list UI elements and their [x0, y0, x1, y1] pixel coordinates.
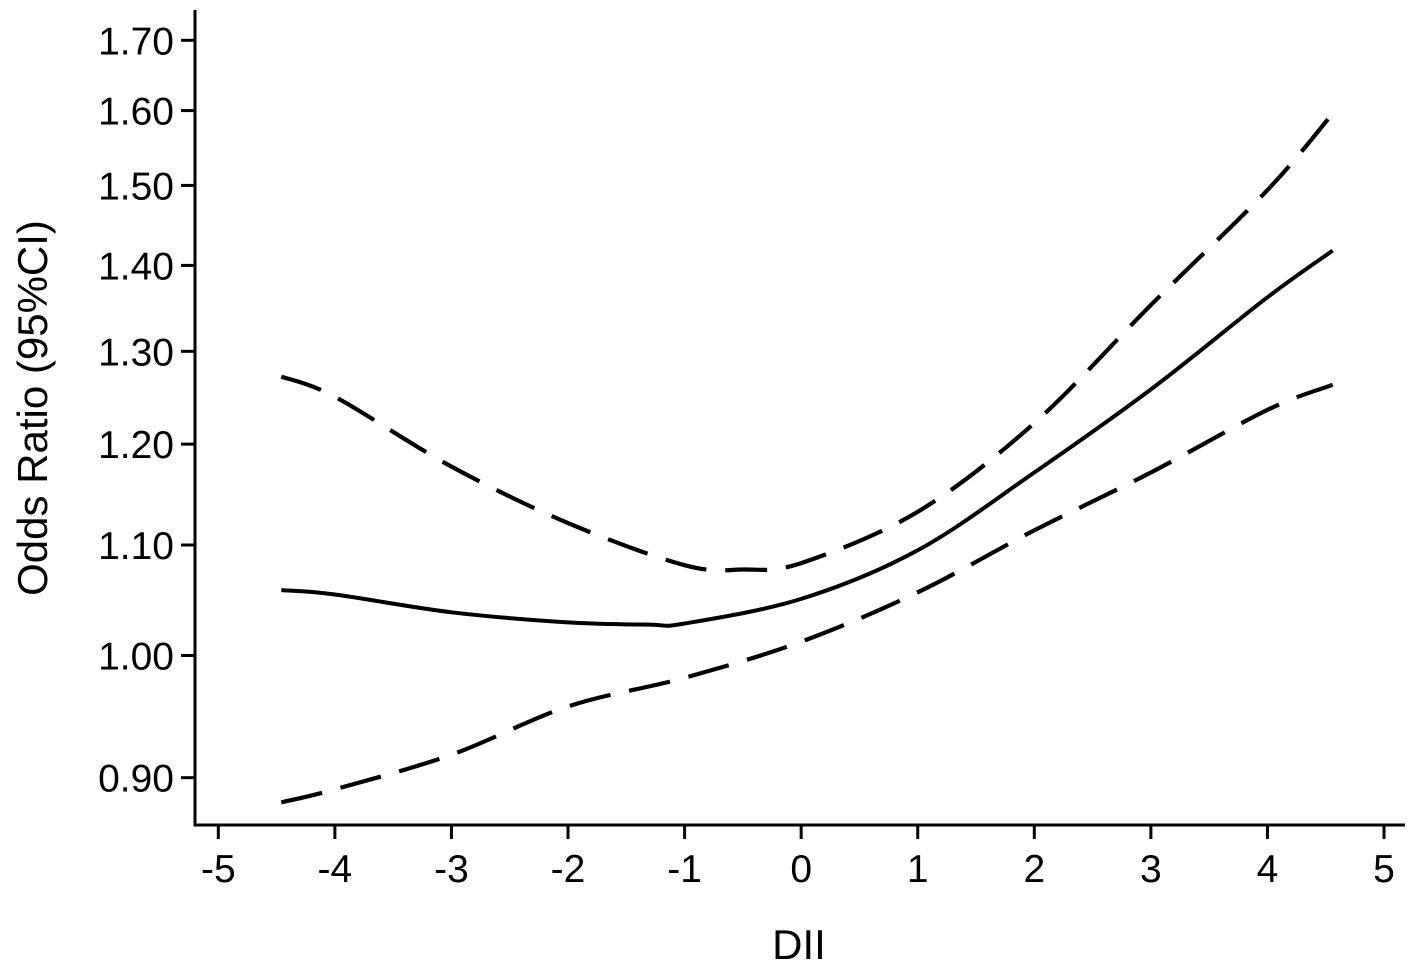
x-tick-label: 0: [790, 848, 812, 891]
x-axis-title: DII: [772, 921, 826, 968]
y-tick-label: 1.40: [98, 245, 174, 288]
x-tick-label: -5: [201, 848, 236, 891]
x-tick-label: -4: [318, 848, 353, 891]
y-axis-title: Odds Ratio (95%CI): [9, 220, 56, 596]
upper-95ci-curve: [280, 112, 1335, 573]
x-tick-label: 1: [907, 848, 929, 891]
x-tick-label: -2: [551, 848, 586, 891]
y-tick-label: 0.90: [98, 758, 174, 801]
y-tick-label: 1.70: [98, 20, 174, 63]
y-tick-label: 1.30: [98, 331, 174, 374]
x-tick-label: 3: [1140, 848, 1162, 891]
odds-ratio-curve: [281, 248, 1334, 628]
y-tick-label: 1.60: [98, 91, 174, 134]
x-tick-label: 5: [1373, 848, 1395, 891]
y-tick-label: 1.50: [98, 165, 174, 208]
y-tick-label: 1.20: [98, 424, 174, 467]
x-tick-label: -1: [667, 848, 702, 891]
lower-95ci-curve: [280, 382, 1334, 805]
x-tick-label: 4: [1257, 848, 1279, 891]
y-tick-label: 1.00: [98, 636, 174, 679]
y-tick-label: 1.10: [98, 525, 174, 568]
x-tick-label: -3: [434, 848, 469, 891]
x-tick-label: 2: [1023, 848, 1045, 891]
